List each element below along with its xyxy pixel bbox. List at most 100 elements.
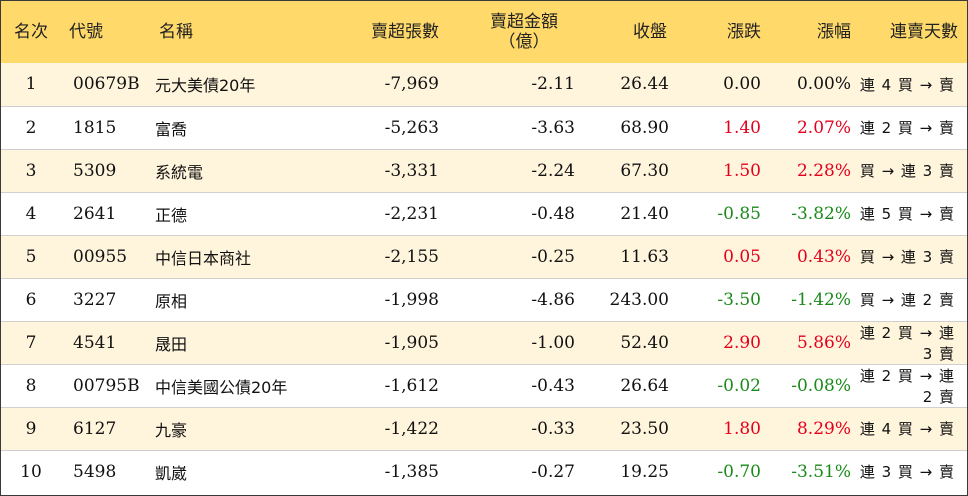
header-net-sell-volume[interactable]: 賣超張數 <box>371 22 439 42</box>
cell-net-sell-volume: -5,263 <box>329 106 443 150</box>
cell-code[interactable]: 1815 <box>61 106 151 150</box>
cell-name[interactable]: 中信美國公債20年 <box>151 364 329 408</box>
cell-change: 2.90 <box>671 321 763 365</box>
cell-name[interactable]: 九豪 <box>151 407 329 451</box>
table-row[interactable]: 5 00955 中信日本商社 -2,155 -0.25 11.63 0.05 0.43% 買 →… <box>1 235 967 279</box>
cell-code[interactable]: 6127 <box>61 407 151 451</box>
cell-change: -0.70 <box>717 461 761 482</box>
header-change-pct[interactable]: 漲幅 <box>817 22 851 42</box>
header-code[interactable]: 代號 <box>69 22 103 42</box>
table-row[interactable]: 7 4541 晟田 -1,905 -1.00 52.40 2.90 5.86% 連 2 買 → … <box>1 321 967 365</box>
cell-rank: 1 <box>1 63 61 107</box>
cell-change: 0.00 <box>671 63 763 107</box>
cell-rank: 7 <box>1 321 61 365</box>
cell-close: 26.64 <box>579 364 671 408</box>
cell-net-sell-amount: -0.25 <box>443 235 579 279</box>
cell-change-pct: -3.51% <box>791 461 851 482</box>
cell-net-sell-volume: -1,422 <box>329 407 443 451</box>
cell-consecutive-days: 連 2 買 → 連 3 賣 <box>851 321 967 365</box>
cell-change: 0.05 <box>671 235 763 279</box>
cell-name[interactable]: 元大美債20年 <box>151 63 329 107</box>
cell-code[interactable]: 4541 <box>61 321 151 365</box>
cell-consecutive-days: 連 5 買 → 賣 <box>851 192 967 236</box>
header-close[interactable]: 收盤 <box>633 22 667 42</box>
header-change[interactable]: 漲跌 <box>727 22 761 42</box>
cell-rank: 8 <box>1 364 61 408</box>
cell-name[interactable]: 晟田 <box>151 321 329 365</box>
cell-net-sell-amount: -0.48 <box>443 192 579 236</box>
cell-change-pct: 8.29% <box>763 407 851 451</box>
cell-change-pct: 2.28% <box>763 149 851 193</box>
cell-change-pct: -0.08% <box>763 364 851 408</box>
cell-consecutive-days: 買 → 連 3 賣 <box>851 149 967 193</box>
cell-net-sell-amount: -4.86 <box>443 278 579 322</box>
cell-code[interactable]: 5309 <box>61 149 151 193</box>
cell-code[interactable]: 5498 <box>73 461 117 482</box>
cell-rank: 9 <box>1 407 61 451</box>
cell-code[interactable]: 00679B <box>61 63 151 107</box>
cell-change: 1.50 <box>671 149 763 193</box>
cell-close: 26.44 <box>579 63 671 107</box>
cell-change: -0.85 <box>671 192 763 236</box>
header-net-sell-amount-line1: 賣超金額 <box>490 12 558 32</box>
cell-code[interactable]: 00955 <box>61 235 151 279</box>
cell-close: 52.40 <box>579 321 671 365</box>
cell-net-sell-amount: -0.33 <box>443 407 579 451</box>
header-name[interactable]: 名稱 <box>159 22 193 42</box>
cell-change-pct: 2.07% <box>763 106 851 150</box>
table-row[interactable]: 3 5309 系統電 -3,331 -2.24 67.30 1.50 2.28% 買 → 連 3… <box>1 149 967 193</box>
header-rank[interactable]: 名次 <box>14 22 48 42</box>
cell-rank: 2 <box>1 106 61 150</box>
cell-net-sell-amount: -0.43 <box>443 364 579 408</box>
cell-net-sell-volume: -1,905 <box>329 321 443 365</box>
cell-change: 1.80 <box>671 407 763 451</box>
cell-rank: 5 <box>1 235 61 279</box>
cell-name[interactable]: 富喬 <box>151 106 329 150</box>
cell-close: 23.50 <box>579 407 671 451</box>
cell-close: 67.30 <box>579 149 671 193</box>
cell-code[interactable]: 00795B <box>61 364 151 408</box>
cell-net-sell-volume: -3,331 <box>329 149 443 193</box>
table-header-row: 名次 代號 名稱 賣超張數 賣超金額 （億） 收盤 漲跌 漲幅 連賣天數 <box>1 1 967 63</box>
cell-change: -3.50 <box>671 278 763 322</box>
cell-change: -0.02 <box>671 364 763 408</box>
cell-change-pct: 5.86% <box>763 321 851 365</box>
table-row[interactable]: 1 00679B 元大美債20年 -7,969 -2.11 26.44 0.00 0.00% 連… <box>1 63 967 107</box>
cell-close: 68.90 <box>579 106 671 150</box>
cell-net-sell-volume: -2,155 <box>329 235 443 279</box>
cell-net-sell-amount: -2.24 <box>443 149 579 193</box>
cell-change-pct: -1.42% <box>763 278 851 322</box>
cell-name[interactable]: 中信日本商社 <box>151 235 329 279</box>
cell-net-sell-volume: -1,612 <box>329 364 443 408</box>
cell-consecutive-days: 買 → 連 3 賣 <box>851 235 967 279</box>
cell-name[interactable]: 正德 <box>151 192 329 236</box>
cell-change-pct: 0.43% <box>763 235 851 279</box>
header-consecutive-days[interactable]: 連賣天數 <box>890 22 958 42</box>
header-net-sell-amount-line2: （億） <box>498 32 550 52</box>
table-row[interactable]: 8 00795B 中信美國公債20年 -1,612 -0.43 26.64 -0.02 -0.… <box>1 364 967 408</box>
table-row[interactable]: 10 5498 凱崴 -1,385 -0.27 19.25 -0.70 -3.51% 連 3 買… <box>1 450 967 493</box>
cell-consecutive-days: 連 4 買 → 賣 <box>851 63 967 107</box>
cell-consecutive-days: 連 2 買 → 賣 <box>851 106 967 150</box>
table-row[interactable]: 4 2641 正德 -2,231 -0.48 21.40 -0.85 -3.82% 連 5 買 … <box>1 192 967 236</box>
cell-rank: 3 <box>1 149 61 193</box>
cell-net-sell-volume: -1,385 <box>384 461 439 482</box>
cell-net-sell-volume: -2,231 <box>329 192 443 236</box>
cell-change-pct: -3.82% <box>763 192 851 236</box>
cell-name[interactable]: 原相 <box>151 278 329 322</box>
cell-consecutive-days: 連 2 買 → 連 2 賣 <box>851 364 967 408</box>
cell-rank: 4 <box>1 192 61 236</box>
table-row[interactable]: 6 3227 原相 -1,998 -4.86 243.00 -3.50 -1.42% 買 → 連… <box>1 278 967 322</box>
header-net-sell-amount[interactable]: 賣超金額 （億） <box>443 1 579 63</box>
cell-net-sell-volume: -7,969 <box>329 63 443 107</box>
cell-code[interactable]: 2641 <box>61 192 151 236</box>
cell-name[interactable]: 系統電 <box>151 149 329 193</box>
table-row[interactable]: 2 1815 富喬 -5,263 -3.63 68.90 1.40 2.07% 連 2 買 → … <box>1 106 967 150</box>
cell-close: 11.63 <box>579 235 671 279</box>
cell-code[interactable]: 3227 <box>61 278 151 322</box>
table-row[interactable]: 9 6127 九豪 -1,422 -0.33 23.50 1.80 8.29% 連 4 買 → … <box>1 407 967 451</box>
cell-consecutive-days: 連 3 買 → 賣 <box>859 463 955 482</box>
cell-name[interactable]: 凱崴 <box>155 463 188 483</box>
cell-net-sell-amount: -3.63 <box>443 106 579 150</box>
cell-net-sell-amount: -2.11 <box>443 63 579 107</box>
